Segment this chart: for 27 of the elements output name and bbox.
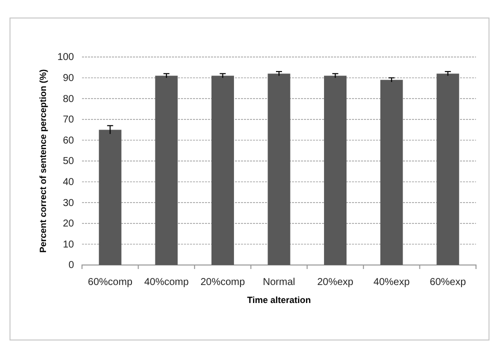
y-tick-label: 70 [62, 114, 74, 126]
x-tick-label: 60%exp [430, 277, 466, 288]
x-tick-label: 60%comp [88, 277, 133, 288]
bar [436, 74, 460, 265]
y-tick-label: 20 [62, 218, 74, 230]
y-axis-title: Percent correct of sentence perception (%) [38, 69, 48, 253]
x-tick-label: 40%exp [374, 277, 410, 288]
y-tick-label: 60 [62, 135, 74, 146]
x-tick-label: 20%exp [317, 277, 354, 288]
x-tick-label: 40%comp [144, 277, 190, 288]
x-tick-label: Normal [262, 277, 296, 288]
bar [98, 130, 122, 265]
bar [155, 76, 178, 265]
bar [324, 76, 347, 265]
x-axis-title: Time alteration [247, 295, 311, 305]
bar [268, 74, 290, 265]
y-tick-label: 50 [62, 156, 74, 168]
y-tick-label: 0 [68, 260, 74, 272]
bar [380, 80, 403, 265]
bar [211, 76, 234, 265]
x-tick-label: 20%comp [200, 277, 246, 288]
y-tick-label: 100 [57, 52, 74, 64]
y-tick-label: 30 [62, 198, 74, 209]
y-tick-label: 10 [62, 239, 74, 250]
y-tick-label: 80 [62, 94, 74, 105]
y-tick-label: 40 [62, 177, 74, 188]
y-tick-label: 90 [62, 73, 74, 84]
